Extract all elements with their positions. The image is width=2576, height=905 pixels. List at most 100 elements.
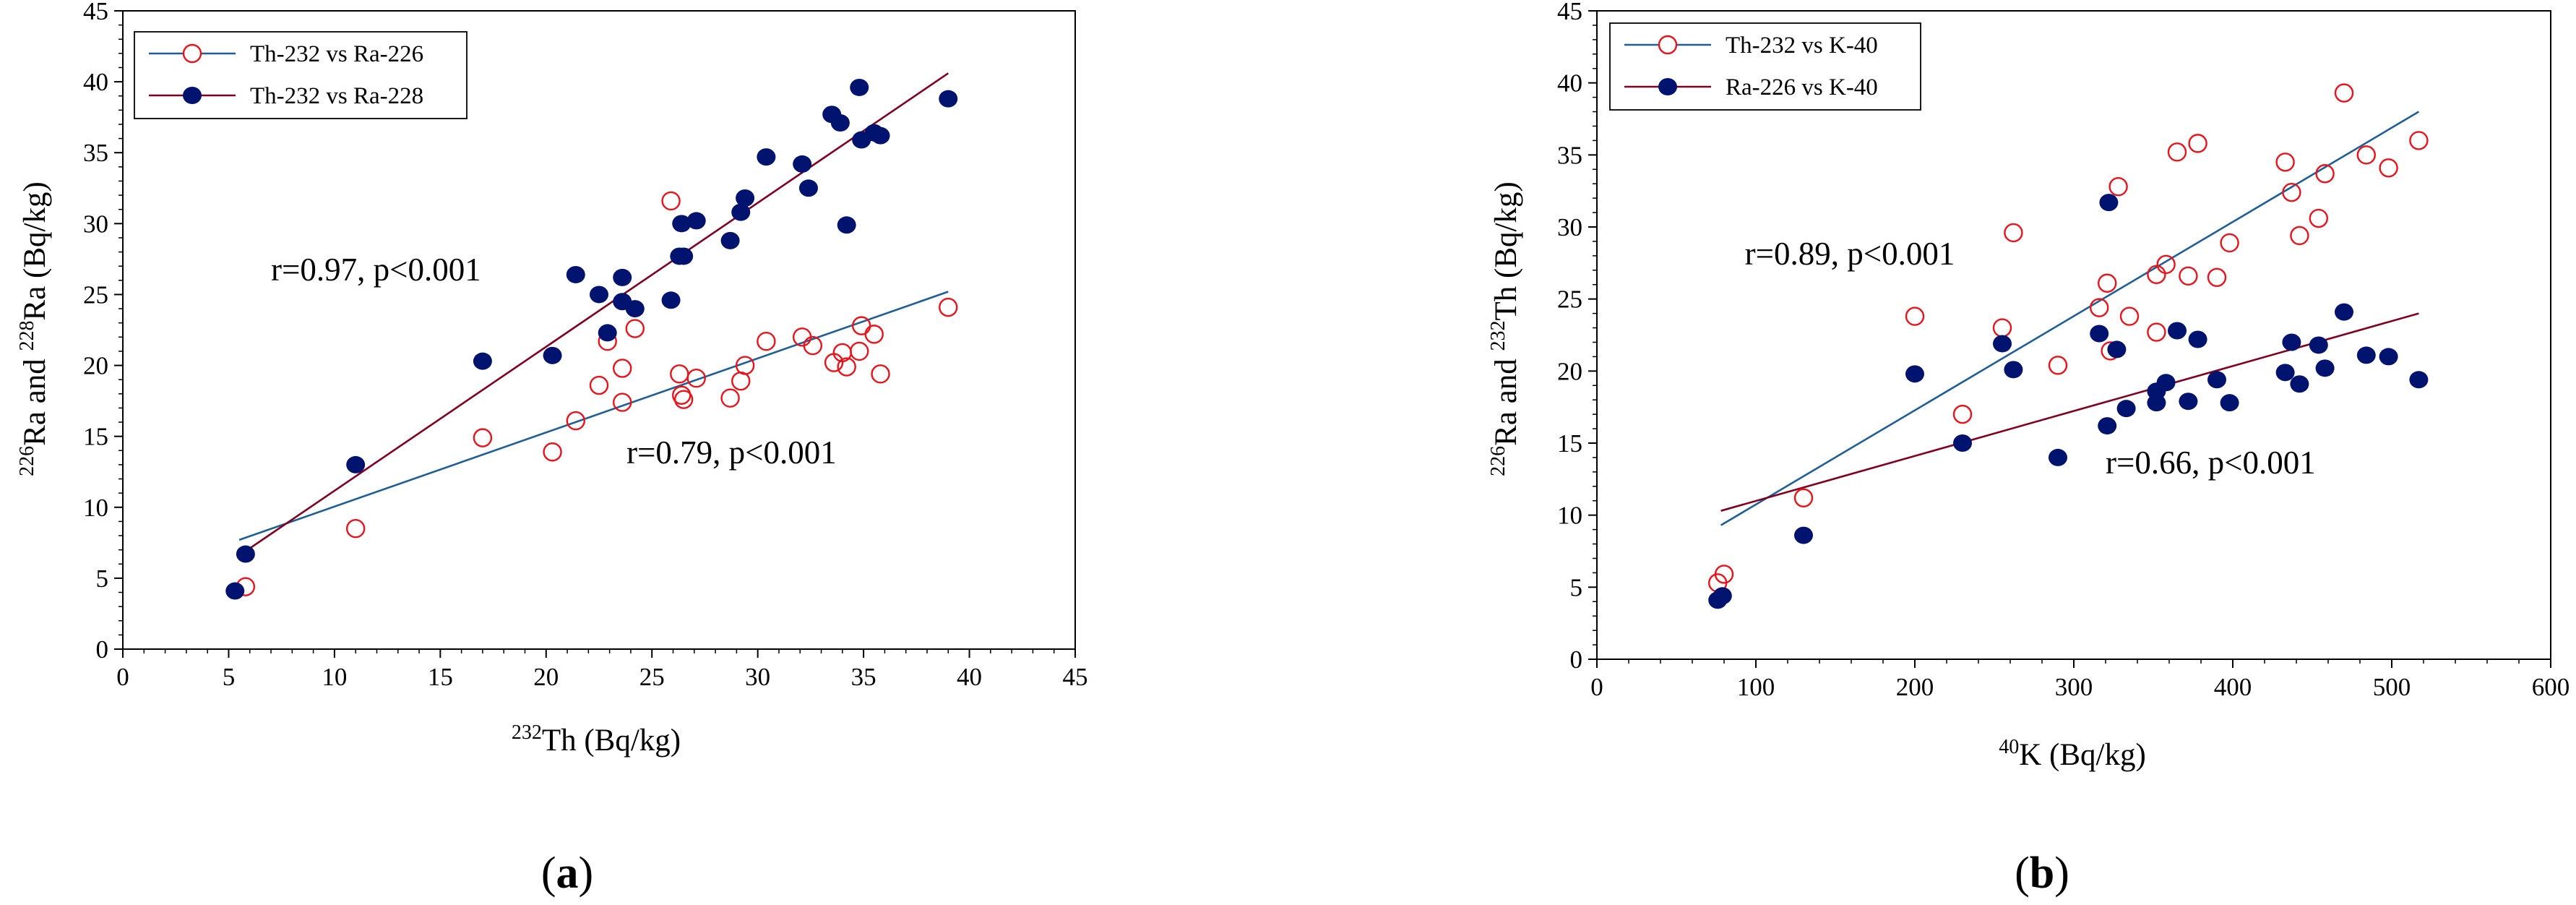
legend-marker <box>183 87 202 104</box>
data-point <box>589 375 609 395</box>
data-point <box>2179 393 2198 411</box>
data-point <box>543 442 562 462</box>
data-point <box>2334 83 2354 103</box>
y-tick-label: 15 <box>83 423 108 451</box>
data-point <box>1905 306 1925 326</box>
x-axis-label: 40K (Bq/kg) <box>1999 736 2146 772</box>
data-point <box>625 300 645 318</box>
data-point <box>939 297 958 317</box>
data-point <box>850 341 869 361</box>
y-tick-label: 15 <box>1557 429 1582 458</box>
correlation-annotation: r=0.79, p<0.001 <box>626 434 837 471</box>
data-point <box>871 364 890 384</box>
data-point <box>2108 176 2128 197</box>
y-axis-label-superscript: 226 <box>16 446 38 476</box>
legend-marker <box>1658 78 1677 95</box>
data-point <box>837 357 856 377</box>
x-axis-label-superscript: 232 <box>512 721 542 744</box>
trend-line <box>1720 111 2420 526</box>
data-point <box>731 203 751 221</box>
data-point <box>871 126 890 145</box>
data-point <box>2004 361 2023 379</box>
data-point <box>803 335 823 356</box>
y-tick-label: 35 <box>83 139 108 167</box>
data-point <box>686 369 706 388</box>
data-point <box>1905 365 1924 383</box>
data-point <box>2099 194 2119 212</box>
x-tick-label: 20 <box>533 663 559 691</box>
data-point <box>736 189 755 207</box>
y-axis-label-text: Th (Bq/kg) <box>1489 181 1523 320</box>
x-axis-label-text: K (Bq/kg) <box>2019 738 2146 772</box>
x-tick-label: 600 <box>2532 673 2570 701</box>
y-axis-label-text: Ra and <box>1489 351 1523 445</box>
y-axis-label-text: Ra and <box>18 351 52 445</box>
data-point <box>661 191 681 211</box>
data-point <box>2275 364 2295 382</box>
x-tick-label: 15 <box>428 663 453 691</box>
plot-frame <box>122 10 1076 650</box>
data-point <box>793 155 812 173</box>
data-point <box>850 78 869 96</box>
x-tick-label: 400 <box>2214 673 2252 701</box>
data-point <box>2290 375 2309 393</box>
data-point <box>543 346 562 364</box>
trend-line <box>238 291 949 541</box>
data-point <box>661 291 681 309</box>
data-point <box>566 411 585 431</box>
data-point <box>1952 404 1973 424</box>
y-tick-label: 20 <box>83 352 108 380</box>
data-point <box>2315 359 2335 377</box>
y-tick-label: 45 <box>1557 0 1582 25</box>
data-point <box>2309 208 2329 228</box>
panel-label-paren-open: ( <box>2015 849 2030 898</box>
data-point <box>598 324 617 342</box>
data-point <box>720 388 740 408</box>
y-tick-label: 5 <box>1570 573 1583 601</box>
data-point <box>2356 346 2376 364</box>
correlation-annotation: r=0.97, p<0.001 <box>271 252 481 288</box>
data-point <box>674 247 694 265</box>
data-point <box>798 179 818 197</box>
data-point <box>1714 565 1734 584</box>
data-point <box>2116 400 2136 418</box>
data-point <box>2147 265 2166 284</box>
data-point <box>2315 164 2335 184</box>
legend-label: Ra-226 vs K-40 <box>1726 74 1878 100</box>
data-point <box>830 114 850 132</box>
data-point <box>613 393 632 412</box>
data-point <box>613 359 632 378</box>
x-axis-label: 232Th (Bq/kg) <box>512 721 681 758</box>
data-point <box>345 519 366 539</box>
data-point <box>939 90 958 108</box>
y-tick-label: 45 <box>83 0 108 25</box>
data-point <box>757 331 776 351</box>
data-point <box>2168 322 2187 340</box>
chart-panel-b: 0 100 200 300 400 500 60005101520253035404540K… <box>1487 0 2569 898</box>
data-point <box>225 582 245 600</box>
x-tick-label: 100 <box>1737 673 1775 701</box>
data-point <box>2282 333 2301 351</box>
x-tick-label: 0 <box>116 663 129 691</box>
y-tick-label: 25 <box>1557 286 1582 314</box>
y-axis-label-superscript: 226 <box>1487 446 1509 476</box>
data-point <box>1992 318 2012 338</box>
data-point <box>2119 306 2140 326</box>
data-point <box>672 215 692 233</box>
data-point <box>757 148 776 166</box>
data-point <box>2309 336 2328 354</box>
data-point <box>1793 488 1814 507</box>
x-tick-label: 40 <box>957 663 982 691</box>
data-point <box>864 325 884 344</box>
data-point <box>2049 448 2067 466</box>
data-point <box>735 356 755 375</box>
y-tick-label: 30 <box>1557 213 1582 241</box>
y-tick-label: 40 <box>1557 69 1582 98</box>
panel-label-paren-close: ) <box>2054 849 2069 898</box>
chart-panel-a: 0 5 10 15 20 25 30 35 40 45051015202530354045232T… <box>16 0 1088 898</box>
data-point <box>473 352 492 370</box>
x-tick-label: 5 <box>223 663 236 691</box>
y-tick-label: 30 <box>83 210 108 238</box>
data-point <box>2179 266 2198 286</box>
